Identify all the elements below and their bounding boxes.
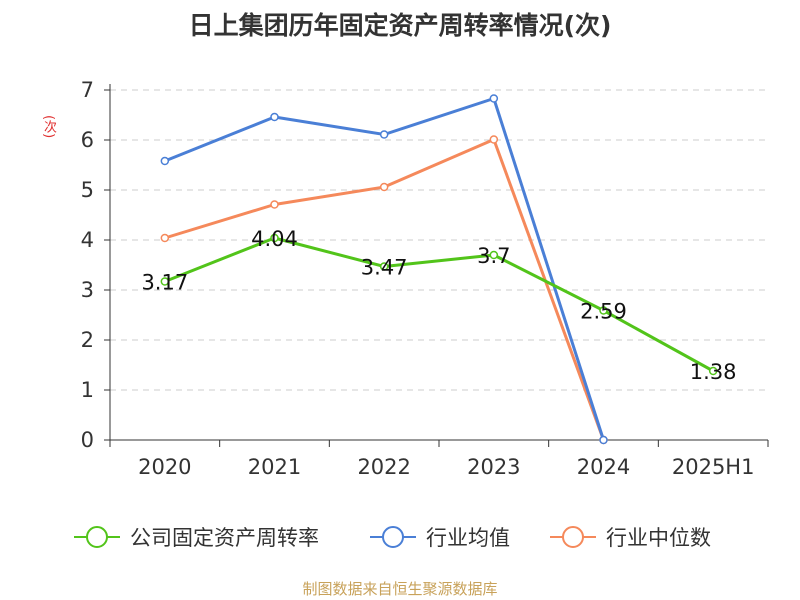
source-note: 制图数据来自恒生聚源数据库 (302, 580, 498, 598)
y-axis-unit-label: (次) (41, 115, 56, 139)
y-tick-label: 2 (81, 328, 94, 352)
data-point (708, 366, 718, 376)
legend-label: 行业中位数 (606, 526, 711, 550)
data-label: 2.59 (580, 300, 627, 324)
legend-swatch-icon (370, 526, 416, 548)
data-point (160, 156, 170, 166)
series-0 (160, 233, 718, 376)
data-label: 3.47 (361, 256, 408, 280)
x-tick-label: 2025H1 (672, 455, 755, 479)
data-point (599, 306, 608, 315)
legend-item[interactable]: 公司固定资产周转率 (72, 520, 319, 554)
data-point (379, 262, 389, 271)
data-labels: 3.17 4.04 3.47 3.7 2.59 1.38 (141, 227, 736, 384)
legend-swatch-icon (74, 526, 120, 548)
series-1 (160, 94, 608, 445)
x-tick-label: 2024 (577, 455, 630, 479)
legend: 公司固定资产周转率 行业均值 行业中位数 (0, 520, 800, 554)
y-tick-label: 0 (81, 428, 94, 452)
data-point (270, 112, 279, 122)
data-point (489, 135, 499, 144)
y-tick-label: 7 (81, 78, 94, 102)
data-label: 3.17 (141, 271, 188, 295)
y-tick-label: 3 (81, 278, 94, 302)
axes: 0 1 2 3 4 5 6 7 2020 2021 2022 2023 2024 2025H1 (81, 78, 769, 479)
series-lines (160, 94, 718, 445)
legend-swatch-icon (550, 526, 596, 548)
x-tick-label: 2023 (467, 455, 520, 479)
data-label: 3.7 (477, 244, 510, 268)
data-point (379, 182, 389, 192)
data-point (489, 94, 499, 103)
data-point (160, 233, 170, 243)
legend-label: 公司固定资产周转率 (130, 526, 319, 550)
x-tick-label: 2021 (248, 455, 301, 479)
line-chart: 0 1 2 3 4 5 6 7 2020 2021 2022 2023 2024 2025H1 3.17 4… (81, 78, 769, 479)
legend-item[interactable]: 行业中位数 (548, 520, 711, 554)
y-tick-label: 1 (81, 378, 94, 402)
data-label: 4.04 (251, 227, 298, 251)
data-point (160, 277, 170, 286)
y-tick-label: 4 (81, 228, 94, 252)
data-point (599, 435, 608, 445)
y-tick-label: 6 (81, 128, 94, 152)
legend-item[interactable]: 行业均值 (368, 520, 510, 554)
data-point (270, 233, 279, 243)
x-tick-label: 2020 (138, 455, 191, 479)
legend-label: 行业均值 (426, 526, 510, 550)
data-point (489, 250, 499, 260)
x-tick-label: 2022 (357, 455, 410, 479)
chart-title: 日上集团历年固定资产周转率情况(次) (188, 11, 612, 40)
data-point (270, 200, 279, 209)
y-tick-label: 5 (81, 178, 94, 202)
grid-lines (110, 89, 768, 391)
data-label: 1.38 (690, 360, 737, 384)
series-line (164, 236, 714, 373)
data-point (379, 130, 389, 139)
